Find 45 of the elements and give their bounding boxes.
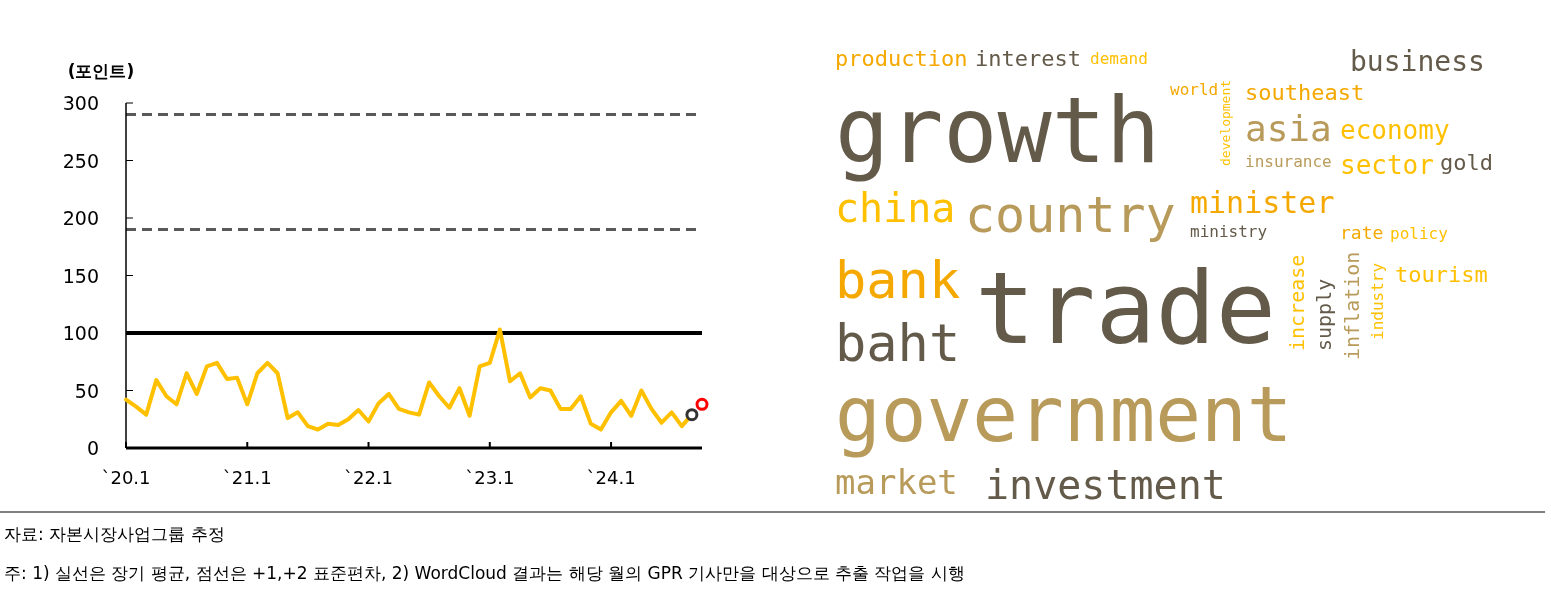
y-tick-label: 50 [74, 379, 99, 402]
category-label: supply [1312, 278, 1336, 351]
category-label: baht [835, 313, 961, 373]
y-tick-label: 100 [62, 322, 99, 344]
x-tick-label: `24.1 [586, 467, 636, 488]
category-label: world [1170, 80, 1219, 99]
category-label: minister [1190, 185, 1335, 220]
category-label: demand [1090, 49, 1148, 68]
category-label: ministry [1190, 222, 1268, 241]
y-tick-label: 150 [62, 264, 99, 287]
category-label: policy [1390, 224, 1449, 243]
category-label: asia [1245, 108, 1332, 149]
y-tick-label: 200 [62, 207, 99, 229]
category-label: business [1350, 45, 1485, 78]
category-label: country [965, 186, 1176, 244]
category-label: growth [835, 78, 1161, 183]
category-label: trade [975, 250, 1277, 367]
x-tick-label: `20.1 [101, 467, 151, 488]
category-label: interest [975, 46, 1081, 71]
category-label: gold [1440, 150, 1493, 175]
category-label: tourism [1395, 262, 1488, 287]
x-tick-label: `23.1 [465, 467, 515, 488]
category-label: china [835, 185, 956, 231]
category-label: bank [835, 250, 961, 310]
y-axis-title: (포인트) [67, 61, 135, 81]
category-label: insurance [1245, 152, 1332, 171]
text: 자료: 자본시장사업그룹 추정 [4, 524, 225, 544]
category-label: sector [1340, 150, 1434, 180]
x-tick-label: `21.1 [222, 467, 272, 488]
x-tick-label: `22.1 [343, 467, 394, 488]
category-label: investment [985, 462, 1226, 508]
text: 주: 1) 실선은 장기 평균, 점선은 +1,+2 표준편차, 2) WordCloud 결과는 해당 월의 GPR 기사만을 대상으로 추출 작업을 시행 [4, 563, 965, 583]
category-label: economy [1340, 115, 1450, 145]
category-label: increase [1285, 254, 1309, 351]
category-label: industry [1368, 262, 1387, 340]
category-label: market [835, 462, 958, 502]
category-label: development [1218, 79, 1233, 166]
category-label: inflation [1340, 251, 1364, 360]
y-tick-label: 0 [86, 437, 99, 459]
category-label: government [835, 370, 1293, 459]
category-label: rate [1340, 222, 1384, 243]
y-tick-label: 300 [62, 92, 99, 114]
category-label: southeast [1245, 80, 1365, 105]
category-label: production [835, 46, 968, 71]
y-tick-label: 250 [62, 149, 99, 172]
